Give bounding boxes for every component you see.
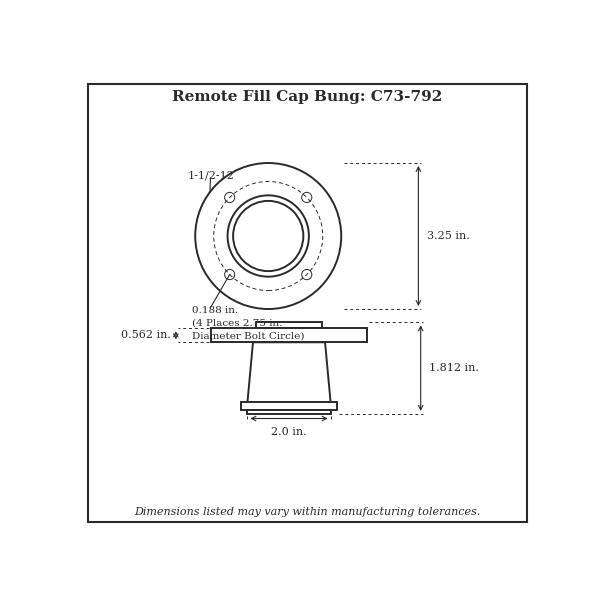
Text: Diameter Bolt Circle): Diameter Bolt Circle) <box>192 331 305 340</box>
Text: 0.188 in.: 0.188 in. <box>192 305 238 314</box>
Text: 1-1/2-12: 1-1/2-12 <box>187 171 234 181</box>
Text: 3.25 in.: 3.25 in. <box>427 231 469 241</box>
Bar <box>241 403 337 410</box>
Text: (4 Places 2.75 in.: (4 Places 2.75 in. <box>192 319 283 328</box>
Text: 2.0 in.: 2.0 in. <box>271 427 307 437</box>
Polygon shape <box>247 342 331 403</box>
Text: Remote Fill Cap Bung: C73-792: Remote Fill Cap Bung: C73-792 <box>172 91 443 104</box>
Text: 0.562 in.: 0.562 in. <box>121 331 171 340</box>
Bar <box>247 410 331 414</box>
Text: 1.812 in.: 1.812 in. <box>429 363 479 373</box>
Text: Dimensions listed may vary within manufacturing tolerances.: Dimensions listed may vary within manufa… <box>134 507 481 517</box>
Bar <box>256 322 322 328</box>
Bar <box>211 328 367 342</box>
FancyBboxPatch shape <box>88 83 527 523</box>
